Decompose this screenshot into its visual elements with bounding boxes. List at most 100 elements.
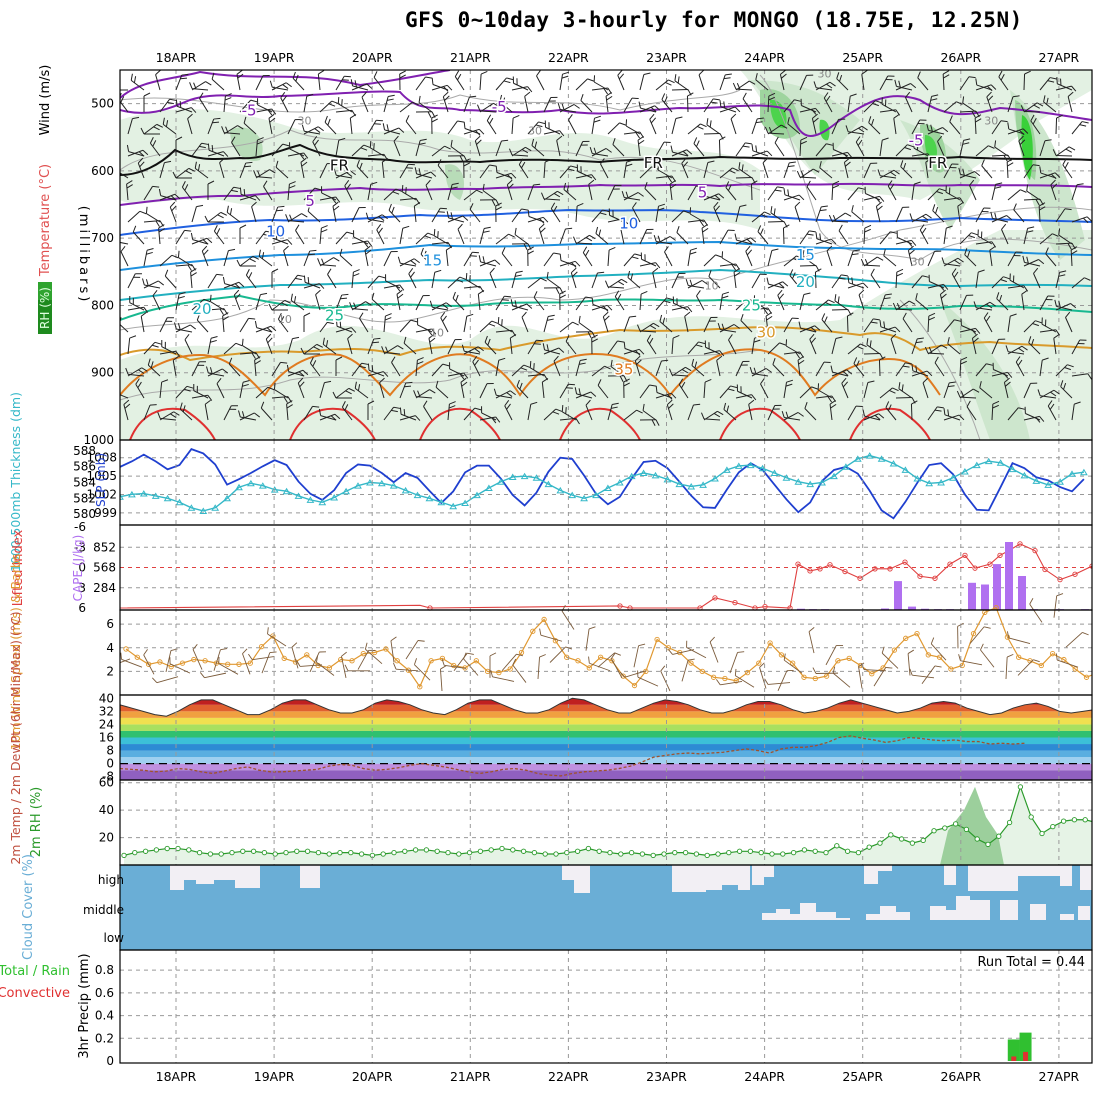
barb-flag	[719, 350, 725, 357]
barb-flag	[265, 230, 273, 233]
barb-flag	[734, 106, 741, 113]
barb-shaft	[966, 406, 977, 421]
upper-air-wind-barb	[979, 381, 993, 399]
upper-air-wind-barb	[783, 412, 804, 421]
barb-shaft	[639, 384, 650, 399]
barb-flag	[930, 98, 938, 101]
barb-flag	[179, 100, 182, 108]
upper-air-wind-barb	[514, 227, 529, 245]
barb-flag	[727, 229, 735, 232]
barb-flag	[660, 665, 666, 672]
barb-shaft	[223, 186, 235, 201]
upper-air-wind-barb	[469, 203, 481, 223]
barb-flag	[949, 115, 953, 122]
upper-air-wind-barb	[1052, 149, 1073, 157]
upper-air-wind-barb	[239, 161, 253, 179]
barb-flag	[544, 120, 546, 128]
barb-shaft	[207, 118, 215, 135]
rh2m-marker	[1006, 819, 1013, 826]
barb-shaft	[991, 154, 1009, 157]
upper-air-wind-barb	[706, 118, 721, 135]
barb-shaft	[864, 669, 887, 672]
upper-air-wind-barb	[751, 211, 771, 223]
cloud-mid-gap	[896, 912, 910, 920]
barb-flag	[1033, 267, 1039, 274]
upper-air-wind-barb	[831, 274, 848, 289]
upper-air-wind-barb	[959, 76, 976, 91]
barb-flag	[761, 213, 768, 218]
upper-air-wind-barb	[966, 400, 977, 421]
barb-flag	[320, 229, 328, 233]
date-label-bottom: 20APR	[352, 1069, 393, 1084]
upper-air-wind-barb	[127, 335, 137, 355]
barb-flag	[210, 336, 218, 339]
barb-flag	[241, 338, 244, 346]
barb-flag	[845, 212, 852, 217]
lifted-index-marker	[617, 603, 623, 609]
cloud-level-label: high	[98, 873, 124, 887]
barb-shaft	[224, 132, 241, 135]
barb-shaft	[437, 165, 449, 179]
barb-flag	[614, 652, 621, 656]
barb-flag	[181, 73, 189, 76]
upper-air-wind-barb	[290, 293, 305, 311]
thickness-marker	[853, 455, 862, 462]
upper-air-wind-barb	[655, 203, 666, 223]
barb-flag	[894, 79, 897, 87]
barb-shaft	[1033, 273, 1041, 289]
barb-shaft	[208, 149, 225, 157]
barb-flag	[911, 400, 918, 405]
upper-air-wind-barb	[580, 93, 593, 113]
barb-flag	[538, 223, 545, 230]
thickness-marker	[746, 461, 755, 469]
barb-shaft	[176, 328, 193, 333]
date-label-top: 25APR	[842, 50, 883, 65]
upper-air-wind-barb	[826, 245, 833, 267]
barb-flag	[1000, 279, 1008, 283]
barb-flag	[610, 652, 616, 659]
barb-shaft	[415, 232, 429, 245]
barb-shaft	[585, 628, 590, 651]
barb-flag	[930, 124, 933, 132]
barb-shaft	[819, 167, 833, 179]
barb-flag	[478, 255, 482, 262]
upper-air-wind-barb	[223, 248, 236, 267]
barb-flag	[314, 187, 322, 191]
barb-flag	[1005, 345, 1009, 352]
date-label-top: 22APR	[548, 50, 589, 65]
barb-shaft	[983, 317, 993, 333]
upper-air-wind-barb	[159, 98, 177, 113]
barb-shaft	[649, 119, 657, 135]
wind-speed-marker	[936, 654, 943, 660]
barb-flag	[562, 71, 570, 75]
barb-shaft	[169, 663, 191, 674]
barb-shaft	[364, 250, 369, 267]
barb-flag	[384, 317, 392, 321]
barb-shaft	[367, 338, 375, 355]
barb-flag	[883, 249, 886, 256]
upper-air-wind-barb	[543, 130, 565, 137]
upper-air-wind-barb	[829, 399, 837, 421]
barb-shaft	[391, 362, 401, 377]
barb-flag	[478, 128, 485, 135]
upper-air-wind-barb	[975, 78, 993, 91]
barb-flag	[832, 142, 834, 150]
barb-flag	[536, 70, 541, 77]
barb-flag	[887, 180, 893, 187]
upper-air-wind-barb	[895, 83, 917, 91]
barb-flag	[397, 256, 401, 264]
rh2m-marker	[1060, 818, 1067, 824]
upper-air-wind-barb	[575, 140, 590, 157]
upper-air-wind-barb	[127, 210, 147, 223]
upper-air-wind-barb	[303, 93, 314, 113]
upper-air-wind-barb	[126, 180, 133, 201]
barb-flag	[495, 202, 502, 207]
cloud-mid-gap	[956, 896, 970, 920]
barb-flag	[947, 337, 950, 344]
barb-shaft	[1057, 659, 1079, 668]
lifted-index-marker	[972, 565, 978, 571]
barb-flag	[996, 292, 1000, 299]
barb-shaft	[608, 286, 625, 289]
barb-flag	[1013, 255, 1021, 257]
rh2m-marker	[974, 836, 980, 842]
